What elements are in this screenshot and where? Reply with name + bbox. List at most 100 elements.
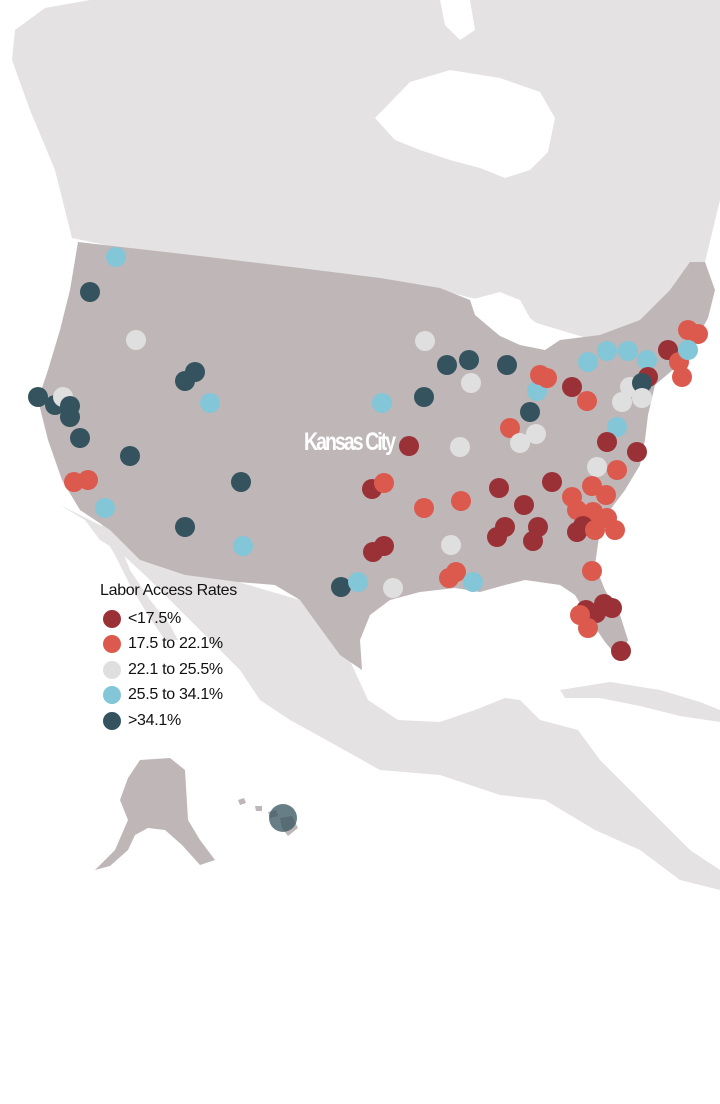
legend-label: 25.5 to 34.1% bbox=[128, 686, 223, 704]
legend-swatch-icon bbox=[103, 686, 121, 705]
metro-marker bbox=[637, 350, 657, 370]
metro-marker bbox=[106, 247, 126, 267]
metro-marker bbox=[461, 373, 481, 393]
water-bodies bbox=[375, 0, 560, 350]
legend-label: <17.5% bbox=[128, 609, 181, 627]
metro-marker bbox=[618, 341, 638, 361]
legend-item: <17.5% bbox=[103, 606, 237, 632]
cuba-land bbox=[560, 682, 720, 722]
legend-swatch-icon bbox=[103, 660, 121, 679]
metro-marker bbox=[372, 393, 392, 413]
great-lakes bbox=[470, 292, 560, 350]
metro-marker bbox=[446, 562, 466, 582]
metro-marker bbox=[510, 433, 530, 453]
metro-marker bbox=[607, 417, 627, 437]
metro-marker bbox=[331, 577, 351, 597]
metro-marker bbox=[597, 341, 617, 361]
metro-marker bbox=[678, 340, 698, 360]
metro-marker bbox=[80, 282, 100, 302]
metro-marker bbox=[537, 368, 557, 388]
metro-marker bbox=[596, 485, 616, 505]
metro-marker bbox=[500, 418, 520, 438]
legend-swatch-icon bbox=[103, 711, 121, 730]
metro-marker bbox=[497, 355, 517, 375]
map-callout-city: Kansas City bbox=[304, 428, 396, 456]
metro-marker bbox=[577, 391, 597, 411]
legend-item: 22.1 to 25.5% bbox=[103, 657, 237, 683]
baja-land bbox=[100, 520, 178, 640]
metro-marker bbox=[78, 470, 98, 490]
metro-marker bbox=[451, 491, 471, 511]
metro-marker bbox=[607, 460, 627, 480]
state-points bbox=[28, 247, 708, 832]
metro-marker bbox=[126, 330, 146, 350]
legend-label: >34.1% bbox=[128, 711, 181, 729]
metro-marker bbox=[528, 517, 548, 537]
usa-contiguous bbox=[38, 242, 715, 670]
metro-marker bbox=[269, 804, 297, 832]
metro-marker bbox=[672, 367, 692, 387]
legend-item: 25.5 to 34.1% bbox=[103, 683, 237, 709]
metro-marker bbox=[632, 373, 652, 393]
metro-marker bbox=[185, 362, 205, 382]
metro-marker bbox=[70, 428, 90, 448]
metro-marker bbox=[627, 442, 647, 462]
metro-marker bbox=[585, 520, 605, 540]
gulf-label: Gulf of Mexico bbox=[430, 640, 495, 656]
metro-marker bbox=[374, 473, 394, 493]
metro-marker bbox=[348, 572, 368, 592]
legend-swatch-icon bbox=[103, 609, 121, 628]
metro-marker bbox=[495, 517, 515, 537]
legend-item: >34.1% bbox=[103, 708, 237, 734]
metro-marker bbox=[587, 457, 607, 477]
legend-label: 17.5 to 22.1% bbox=[128, 635, 223, 653]
legend-label: 22.1 to 25.5% bbox=[128, 660, 223, 678]
metro-marker bbox=[415, 331, 435, 351]
metro-marker bbox=[602, 598, 622, 618]
metro-marker bbox=[611, 641, 631, 661]
metro-marker bbox=[514, 495, 534, 515]
metro-marker bbox=[374, 536, 394, 556]
metro-marker bbox=[605, 520, 625, 540]
metro-marker bbox=[414, 498, 434, 518]
metro-marker bbox=[437, 355, 457, 375]
metro-marker bbox=[489, 478, 509, 498]
mexico-land bbox=[60, 505, 720, 890]
metro-marker bbox=[441, 535, 461, 555]
metro-marker bbox=[120, 446, 140, 466]
metro-marker bbox=[414, 387, 434, 407]
legend-item: 17.5 to 22.1% bbox=[103, 632, 237, 658]
metro-marker bbox=[233, 536, 253, 556]
alaska bbox=[95, 758, 215, 870]
metro-marker bbox=[578, 352, 598, 372]
metro-marker bbox=[582, 561, 602, 581]
metro-marker bbox=[231, 472, 251, 492]
metro-marker bbox=[463, 572, 483, 592]
legend-list: <17.5% 17.5 to 22.1% 22.1 to 25.5% 25.5 … bbox=[100, 606, 237, 734]
metro-marker bbox=[520, 402, 540, 422]
metro-marker bbox=[200, 393, 220, 413]
metro-marker bbox=[562, 377, 582, 397]
legend: Labor Access Rates <17.5% 17.5 to 22.1% … bbox=[100, 582, 237, 734]
metro-marker bbox=[383, 578, 403, 598]
metro-marker bbox=[597, 432, 617, 452]
legend-swatch-icon bbox=[103, 635, 121, 654]
metro-marker bbox=[450, 437, 470, 457]
metro-marker bbox=[459, 350, 479, 370]
metro-marker bbox=[612, 392, 632, 412]
metro-marker bbox=[567, 522, 587, 542]
metro-marker bbox=[526, 424, 546, 444]
metro-marker bbox=[399, 436, 419, 456]
hudson-bay bbox=[375, 70, 555, 178]
arctic-channel bbox=[440, 0, 475, 40]
metro-marker bbox=[175, 517, 195, 537]
metro-marker bbox=[578, 618, 598, 638]
metro-marker bbox=[567, 500, 587, 520]
metro-marker bbox=[28, 387, 48, 407]
metro-marker bbox=[95, 498, 115, 518]
metro-marker bbox=[632, 388, 652, 408]
metro-marker bbox=[60, 407, 80, 427]
metro-marker bbox=[688, 324, 708, 344]
metro-marker bbox=[542, 472, 562, 492]
